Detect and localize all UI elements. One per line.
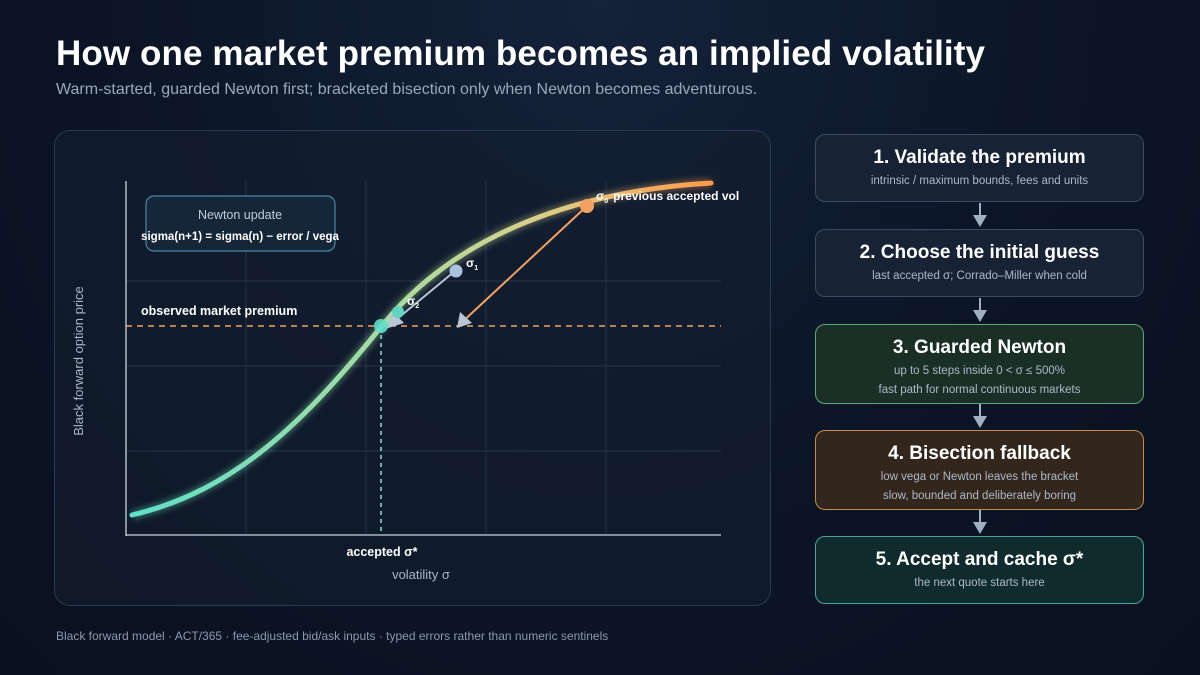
x-axis-label: volatility σ: [392, 567, 450, 582]
down-arrow-icon: [973, 298, 987, 322]
premium-label: observed market premium: [141, 304, 297, 318]
page-subtitle: Warm-started, guarded Newton first; brac…: [56, 81, 758, 98]
step-title: 2. Choose the initial guess: [859, 242, 1100, 263]
step-guarded-newton: 3. Guarded Newton up to 5 steps inside 0…: [815, 324, 1144, 404]
step-desc: fast path for normal continuous markets: [878, 384, 1081, 396]
step-title: 1. Validate the premium: [873, 147, 1086, 168]
sigma0-label: σ0 previous accepted vol: [596, 189, 739, 205]
tangent-step-1: [396, 270, 456, 320]
tangent-step-0: [458, 205, 588, 326]
step-desc: intrinsic / maximum bounds, fees and uni…: [870, 175, 1089, 187]
formula-box: [145, 195, 336, 252]
accepted-sigma-label: accepted σ*: [346, 545, 417, 559]
newton-chart: observed market premium accepted σ* σ0 pr…: [71, 178, 739, 582]
step-accept-cache: 5. Accept and cache σ* the next quote st…: [815, 536, 1144, 604]
sigma2-label: σ2: [407, 294, 419, 310]
step-initial-guess: 2. Choose the initial guess last accepte…: [815, 229, 1144, 297]
accepted-sigma-point: [374, 319, 388, 333]
page-title: How one market premium becomes an implie…: [56, 34, 986, 73]
tangent-step-0-arrowhead: [457, 312, 472, 328]
footer-note: Black forward model · ACT/365 · fee-adju…: [56, 629, 609, 643]
sigma2-point: [392, 306, 404, 318]
step-desc: last accepted σ; Corrado–Miller when col…: [872, 270, 1087, 282]
tangent-step-1-arrowhead: [385, 312, 404, 329]
sigma1-label: σ1: [466, 256, 478, 272]
step-title: 3. Guarded Newton: [892, 337, 1067, 358]
chart-panel: observed market premium accepted σ* σ0 pr…: [54, 130, 771, 606]
sigma1-point: [449, 264, 463, 278]
down-arrow-icon: [973, 404, 987, 428]
step-bisection-fallback: 4. Bisection fallback low vega or Newton…: [815, 430, 1144, 510]
step-desc: up to 5 steps inside 0 < σ ≤ 500%: [893, 365, 1065, 377]
step-desc: slow, bounded and deliberately boring: [882, 490, 1077, 502]
step-title: 5. Accept and cache σ*: [875, 549, 1084, 570]
down-arrow-icon: [973, 203, 987, 227]
step-validate-premium: 1. Validate the premium intrinsic / maxi…: [815, 134, 1144, 202]
formula-box-formula: sigma(n+1) = sigma(n) − error / vega: [141, 231, 339, 243]
down-arrow-icon: [973, 510, 987, 534]
formula-box-title: Newton update: [198, 208, 282, 222]
y-axis-label: Black forward option price: [71, 286, 86, 436]
sigma0-point: [580, 199, 594, 213]
step-desc: the next quote starts here: [914, 577, 1045, 589]
step-title: 4. Bisection fallback: [888, 443, 1071, 464]
step-desc: low vega or Newton leaves the bracket: [880, 471, 1079, 483]
